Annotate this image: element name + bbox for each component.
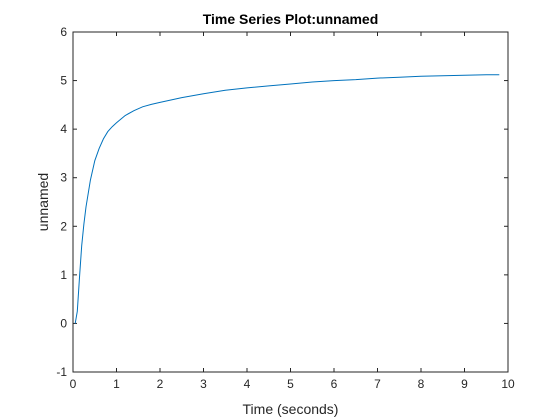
x-tick-label: 0 [70, 377, 77, 391]
x-tick-label: 2 [157, 377, 164, 391]
y-axis-label: unnamed [35, 173, 51, 231]
x-tick-label: 10 [501, 377, 515, 391]
y-tick-label: 2 [60, 219, 67, 233]
x-tick-label: 5 [287, 377, 294, 391]
x-tick-label: 9 [461, 377, 468, 391]
y-axis-ticks: -1 0 1 2 3 4 5 6 [56, 25, 508, 379]
x-tick-label: 4 [244, 377, 251, 391]
x-tick-label: 7 [374, 377, 381, 391]
y-tick-label: 4 [60, 122, 67, 136]
x-tick-label: 8 [418, 377, 425, 391]
x-tick-label: 3 [200, 377, 207, 391]
chart-title: Time Series Plot:unnamed [203, 11, 379, 27]
y-tick-label: 0 [60, 316, 67, 330]
x-tick-label: 6 [331, 377, 338, 391]
y-tick-label: 6 [60, 25, 67, 39]
y-tick-label: 1 [60, 268, 67, 282]
series-line [74, 74, 500, 324]
plot-box [72, 31, 509, 373]
x-axis-ticks: 0 1 2 3 4 5 6 7 8 9 10 [70, 32, 515, 391]
x-tick-label: 1 [113, 377, 120, 391]
y-tick-label: -1 [56, 365, 67, 379]
y-tick-label: 5 [60, 74, 67, 88]
plot-background [73, 32, 508, 372]
y-tick-label: 3 [60, 171, 67, 185]
x-axis-label: Time (seconds) [243, 401, 339, 417]
series-layer [74, 74, 500, 324]
